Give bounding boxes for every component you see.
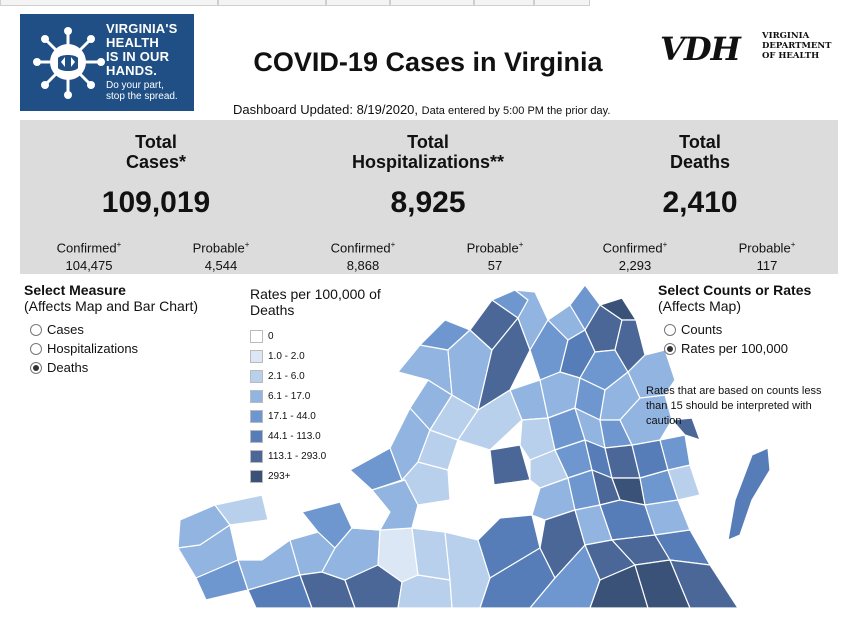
vdh-name: VIRGINIA DEPARTMENT OF HEALTH — [762, 31, 832, 61]
county-region[interactable] — [614, 319, 646, 373]
legend-label: 1.0 - 2.0 — [268, 350, 305, 362]
radio-selected-icon[interactable] — [30, 361, 42, 374]
legend-item: 0 — [250, 326, 400, 346]
county-region[interactable] — [493, 479, 533, 519]
legend-label: 0 — [268, 330, 274, 342]
county-region[interactable] — [477, 514, 541, 579]
county-region[interactable] — [449, 484, 501, 526]
tab-5[interactable] — [474, 0, 534, 6]
select-measure-title: Select Measure — [24, 282, 126, 298]
total-cases-value: 109,019 — [101, 186, 211, 219]
dashboard-updated: Dashboard Updated: 8/19/2020, Data enter… — [233, 102, 610, 117]
county-region[interactable] — [411, 527, 451, 581]
legend-label: 44.1 - 113.0 — [268, 430, 321, 442]
logo-tagline: Do your part, stop the spread. — [106, 80, 178, 102]
total-cases-heading: Total Cases* — [125, 132, 187, 172]
county-region[interactable] — [397, 574, 453, 609]
option-rates[interactable]: Rates per 100,000 — [664, 339, 848, 358]
select-measure: Select Measure (Affects Map and Bar Char… — [24, 282, 244, 377]
total-deaths-heading: Total Deaths — [669, 132, 731, 172]
select-measure-subtitle: (Affects Map and Bar Chart) — [24, 298, 199, 314]
deaths-probable: Probable+ 117 — [738, 240, 796, 274]
county-region[interactable] — [669, 559, 739, 609]
radio-icon[interactable] — [664, 323, 676, 336]
select-counts-rates: Select Counts or Rates (Affects Map) Cou… — [658, 282, 848, 358]
legend-label: 113.1 - 293.0 — [268, 450, 327, 462]
total-deaths-value: 2,410 — [662, 186, 738, 219]
radio-selected-icon[interactable] — [664, 342, 676, 355]
logo-heading: VIRGINIA'S HEALTH IS IN OUR HANDS. — [106, 21, 178, 78]
legend-item: 44.1 - 113.0 — [250, 426, 400, 446]
measure-option-cases[interactable]: Cases — [30, 320, 244, 339]
tab-3[interactable] — [326, 0, 390, 6]
tab-strip — [0, 0, 863, 6]
legend-label: 17.1 - 44.0 — [268, 410, 316, 422]
legend-item: 6.1 - 17.0 — [250, 386, 400, 406]
caution-note: Rates that are based on counts less than… — [646, 385, 822, 427]
updated-note: Data entered by 5:00 PM the prior day. — [421, 105, 611, 117]
updated-date: Dashboard Updated: 8/19/2020, — [233, 102, 419, 117]
legend-swatch — [250, 449, 263, 463]
radio-icon[interactable] — [30, 342, 42, 355]
vdh-logo: VDH VIRGINIA DEPARTMENT OF HEALTH — [660, 30, 840, 70]
legend-swatch — [250, 409, 263, 423]
legend-swatch — [250, 429, 263, 443]
counts-rates-subtitle: (Affects Map) — [658, 298, 741, 314]
legend-item: 1.0 - 2.0 — [250, 346, 400, 366]
tab-1[interactable] — [0, 0, 218, 6]
legend-swatch — [250, 349, 263, 363]
legend-label: 2.1 - 6.0 — [268, 370, 305, 382]
legend-label: 293+ — [268, 470, 291, 482]
legend-item: 293+ — [250, 466, 400, 486]
tab-6[interactable] — [534, 0, 590, 6]
total-hospitalizations-heading: Total Hospitalizations** — [351, 132, 505, 172]
cases-confirmed: Confirmed+ 104,475 — [56, 240, 122, 274]
legend-item: 17.1 - 44.0 — [250, 406, 400, 426]
radio-icon[interactable] — [30, 323, 42, 336]
legend-item: 2.1 - 6.0 — [250, 366, 400, 386]
option-counts[interactable]: Counts — [664, 320, 848, 339]
tab-2[interactable] — [218, 0, 326, 6]
measure-option-hospitalizations[interactable]: Hospitalizations — [30, 339, 244, 358]
legend-swatch — [250, 329, 263, 343]
county-region[interactable] — [727, 447, 771, 541]
deaths-confirmed: Confirmed+ 2,293 — [602, 240, 668, 274]
total-hospitalizations-card: Total Hospitalizations** 8,925 Confirmed… — [292, 120, 564, 274]
county-region[interactable] — [457, 389, 523, 451]
legend-swatch — [250, 469, 263, 483]
legend-title: Rates per 100,000 of Deaths — [250, 286, 381, 318]
map-legend: Rates per 100,000 of Deaths 0 1.0 - 2.0 2.… — [250, 286, 400, 486]
hospitalizations-probable: Probable+ 57 — [466, 240, 524, 274]
total-hospitalizations-value: 8,925 — [390, 186, 466, 219]
summary-panel: Total Cases* 109,019 Confirmed+ 104,475 … — [20, 120, 838, 274]
total-deaths-card: Total Deaths 2,410 Confirmed+ 2,293 Prob… — [564, 120, 836, 274]
counts-rates-title: Select Counts or Rates — [658, 282, 812, 298]
virginia-health-logo: VIRGINIA'S HEALTH IS IN OUR HANDS. Do yo… — [20, 14, 194, 111]
legend-swatch — [250, 369, 263, 383]
county-region[interactable] — [477, 317, 531, 411]
page-title: COVID-19 Cases in Virginia — [253, 47, 603, 77]
county-region[interactable] — [659, 434, 691, 471]
legend-swatch — [250, 389, 263, 403]
total-cases-card: Total Cases* 109,019 Confirmed+ 104,475 … — [20, 120, 292, 274]
virus-hands-icon — [33, 27, 105, 99]
vdh-mark: VDH — [660, 30, 741, 68]
tab-4[interactable] — [390, 0, 474, 6]
county-region[interactable] — [671, 417, 701, 441]
cases-probable: Probable+ 4,544 — [192, 240, 250, 274]
legend-label: 6.1 - 17.0 — [268, 390, 311, 402]
hospitalizations-confirmed: Confirmed+ 8,868 — [330, 240, 396, 274]
measure-option-deaths[interactable]: Deaths — [30, 358, 244, 377]
legend-item: 113.1 - 293.0 — [250, 446, 400, 466]
